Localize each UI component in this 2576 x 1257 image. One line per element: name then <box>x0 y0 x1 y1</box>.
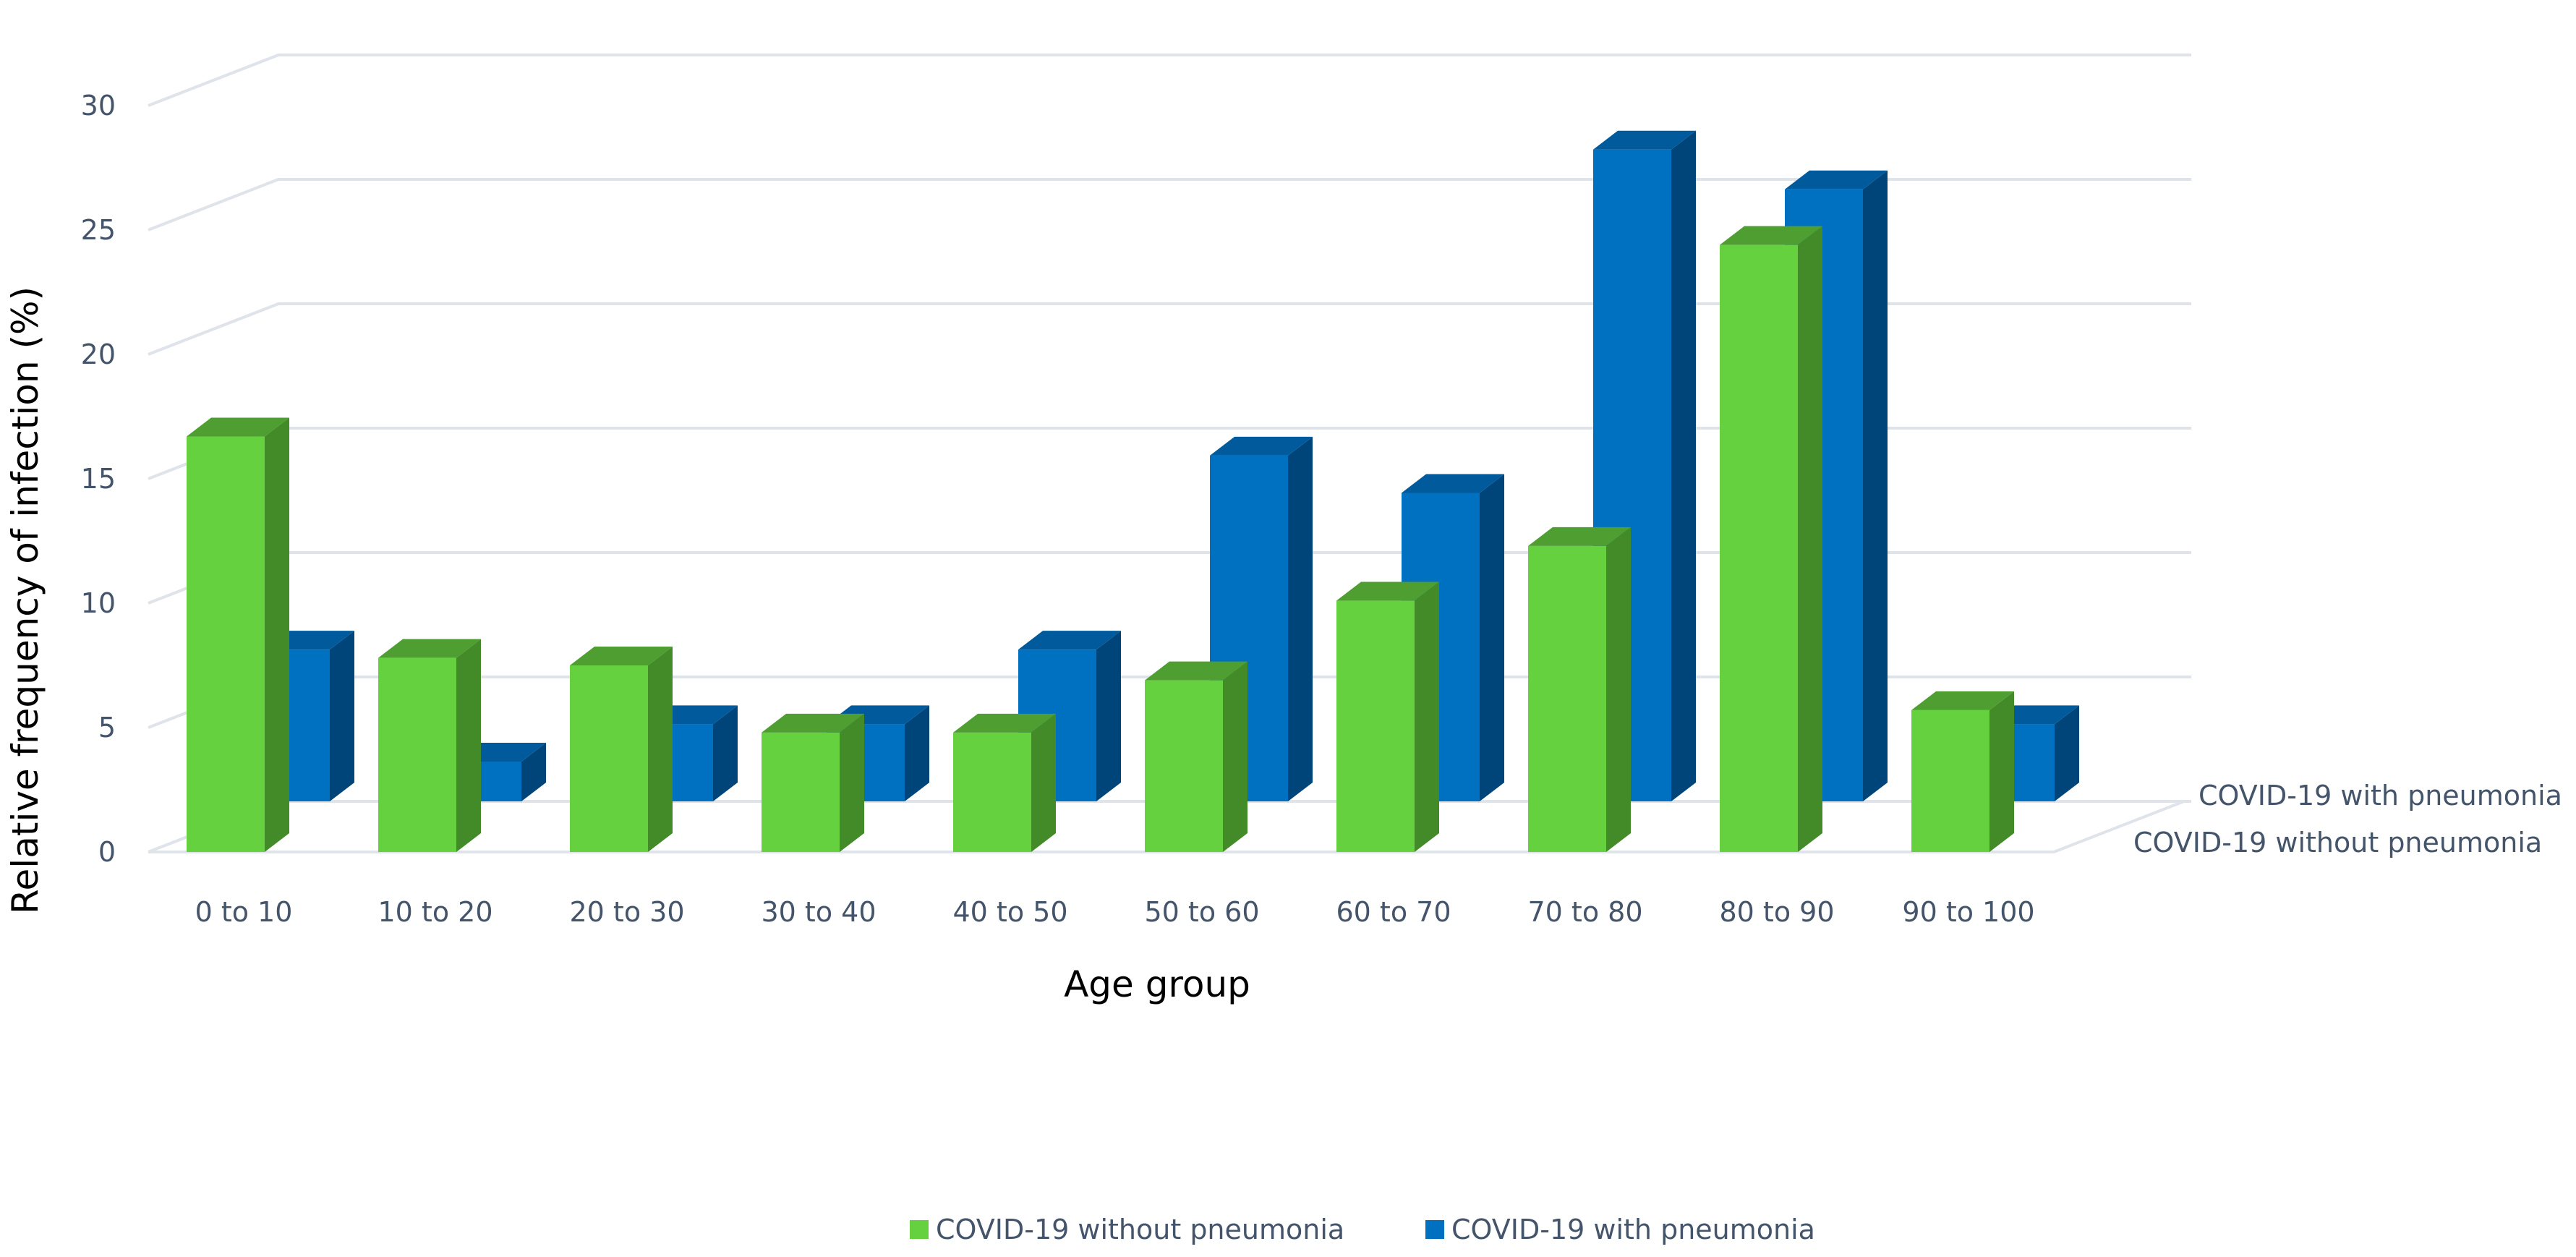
bar-with-pneumonia <box>1018 631 1121 801</box>
bar-without-pneumonia-front <box>953 732 1031 852</box>
bar-without-pneumonia-front <box>1528 545 1606 852</box>
bar-without-pneumonia-side <box>648 647 673 852</box>
bar-with-pneumonia-top <box>1402 474 1504 493</box>
x-axis-title: Age group <box>1064 963 1250 1005</box>
bar-without-pneumonia <box>1528 527 1631 852</box>
bar-without-pneumonia <box>953 713 1056 852</box>
legend-item-with-pneumonia[interactable]: COVID-19 with pneumonia <box>1425 1214 1815 1245</box>
bar-without-pneumonia <box>762 713 864 852</box>
y-tick-label: 20 <box>81 338 116 370</box>
x-tick-label: 50 to 60 <box>1144 896 1259 928</box>
bar-without-pneumonia <box>1145 661 1248 852</box>
bar-with-pneumonia <box>1210 436 1313 801</box>
bar-with-pneumonia-side <box>1671 130 1696 802</box>
y-tick-label: 25 <box>81 214 116 246</box>
bar-without-pneumonia-top <box>1528 527 1631 546</box>
bar-without-pneumonia-side <box>1798 226 1822 852</box>
bar-without-pneumonia <box>378 639 481 852</box>
bar-with-pneumonia-top <box>1785 170 1888 189</box>
legend-swatch-with-pneumonia <box>1425 1220 1444 1239</box>
bar-without-pneumonia-side <box>456 639 481 852</box>
bar-without-pneumonia-top <box>762 713 864 733</box>
bar-with-pneumonia-top <box>1018 631 1121 650</box>
x-tick-label: 10 to 20 <box>378 896 492 928</box>
bar-without-pneumonia <box>187 417 289 852</box>
bar-with-pneumonia-side <box>1480 474 1504 801</box>
x-tick-label: 70 to 80 <box>1527 896 1642 928</box>
x-tick-label: 30 to 40 <box>761 896 876 928</box>
bar-without-pneumonia-side <box>840 713 864 852</box>
bar-without-pneumonia-front <box>1720 244 1798 852</box>
legend: COVID-19 without pneumonia COVID-19 with… <box>910 1214 1815 1245</box>
bar-with-pneumonia-side <box>905 705 929 801</box>
bar-without-pneumonia <box>570 647 673 852</box>
legend-label-with-pneumonia: COVID-19 with pneumonia <box>1451 1214 1815 1245</box>
gridline <box>148 54 2191 107</box>
bar-without-pneumonia-side <box>265 417 289 852</box>
x-tick-label: 0 to 10 <box>195 896 293 928</box>
y-tick-label: 0 <box>98 836 116 868</box>
x-tick-label: 90 to 100 <box>1902 896 2034 928</box>
bar-with-pneumonia-top <box>1210 436 1313 456</box>
bar-without-pneumonia-side <box>1031 713 1056 852</box>
bar-without-pneumonia-top <box>1336 581 1439 601</box>
legend-label-without-pneumonia: COVID-19 without pneumonia <box>936 1214 1344 1245</box>
bar-without-pneumonia-top <box>953 713 1056 733</box>
bars <box>187 130 2079 852</box>
depth-label-front: COVID-19 without pneumonia <box>2133 827 2542 858</box>
bar-without-pneumonia-side <box>1415 581 1439 852</box>
bar-with-pneumonia-side <box>2055 705 2079 801</box>
bar-without-pneumonia <box>1720 226 1822 852</box>
x-axis-tick-labels: 0 to 10 10 to 20 20 to 30 30 to 40 40 to 50 5… <box>195 896 2035 928</box>
y-tick-label: 30 <box>81 90 116 122</box>
bar-without-pneumonia <box>1911 691 2014 852</box>
bar-without-pneumonia-side <box>1223 661 1248 852</box>
bar-without-pneumonia-front <box>1336 600 1415 852</box>
y-tick-label: 15 <box>81 463 116 495</box>
x-tick-label: 40 to 50 <box>952 896 1067 928</box>
gridline <box>148 302 2191 356</box>
bar-without-pneumonia <box>1336 581 1439 852</box>
bar-without-pneumonia-top <box>570 647 673 665</box>
bar-with-pneumonia-side <box>1096 631 1121 801</box>
y-axis-title: Relative frequency of infection (%) <box>4 286 46 914</box>
bar-without-pneumonia-front <box>762 732 840 852</box>
bar-without-pneumonia-top <box>378 639 481 658</box>
bar-with-pneumonia-side <box>521 742 546 801</box>
bar-without-pneumonia-front <box>1911 710 1989 852</box>
bar-with-pneumonia <box>1593 130 1696 802</box>
depth-label-back: COVID-19 with pneumonia <box>2198 780 2562 811</box>
x-tick-label: 60 to 70 <box>1336 896 1451 928</box>
y-axis-ticks: 0 5 10 15 20 25 30 <box>81 90 116 868</box>
bar-with-pneumonia-side <box>713 705 738 801</box>
legend-item-without-pneumonia[interactable]: COVID-19 without pneumonia <box>910 1214 1344 1245</box>
x-tick-label: 80 to 90 <box>1719 896 1834 928</box>
legend-swatch-without-pneumonia <box>910 1220 929 1239</box>
y-tick-label: 10 <box>81 587 116 619</box>
x-tick-label: 20 to 30 <box>569 896 684 928</box>
bar-without-pneumonia-front <box>378 657 456 852</box>
bar-without-pneumonia-side <box>1989 691 2014 852</box>
bar-with-pneumonia-side <box>330 631 354 801</box>
bar-with-pneumonia-top <box>1593 130 1696 150</box>
bar-without-pneumonia-front <box>1145 680 1223 852</box>
gridline <box>148 178 2191 231</box>
bar-without-pneumonia-top <box>1911 691 2014 710</box>
y-tick-label: 5 <box>98 712 116 743</box>
bar-without-pneumonia-front <box>570 665 648 852</box>
bar-with-pneumonia-side <box>1288 436 1313 801</box>
bar-with-pneumonia-side <box>1863 170 1888 801</box>
bar-without-pneumonia-top <box>1145 661 1248 681</box>
bar-without-pneumonia-front <box>187 436 265 852</box>
bar-without-pneumonia-top <box>187 417 289 437</box>
bar-without-pneumonia-top <box>1720 226 1822 245</box>
bar-without-pneumonia-side <box>1606 527 1631 852</box>
